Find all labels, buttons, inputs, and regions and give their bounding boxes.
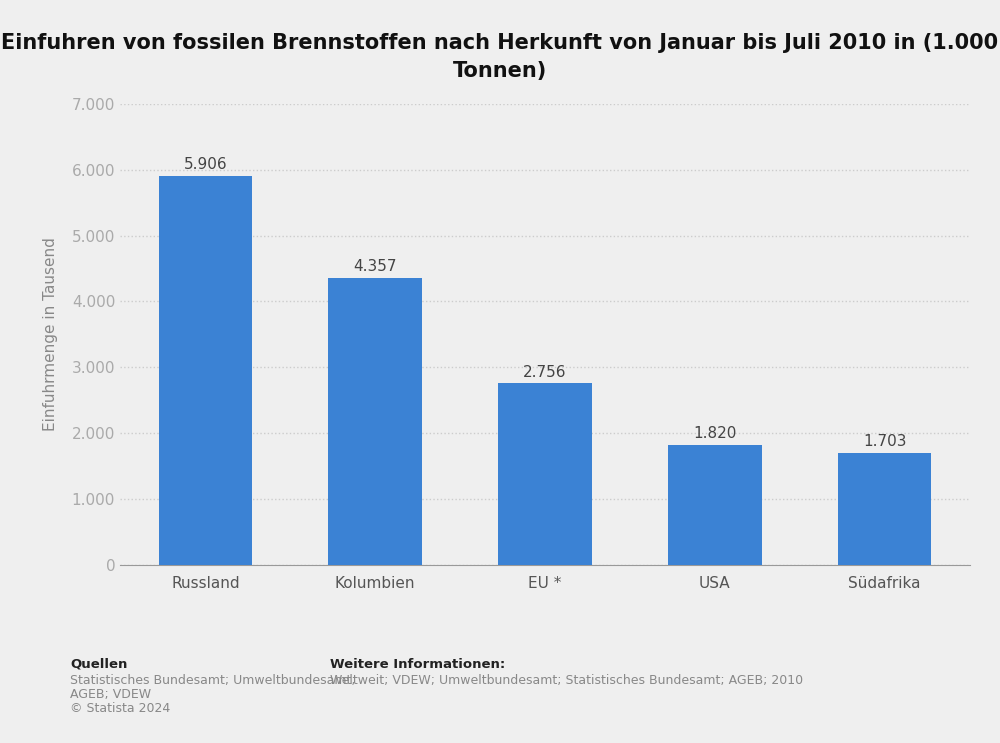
Text: AGEB; VDEW: AGEB; VDEW bbox=[70, 688, 151, 701]
Text: Statistisches Bundesamt; Umweltbundesamt;: Statistisches Bundesamt; Umweltbundesamt… bbox=[70, 674, 356, 687]
Text: © Statista 2024: © Statista 2024 bbox=[70, 702, 170, 715]
Text: 1.703: 1.703 bbox=[863, 434, 906, 449]
Text: Quellen: Quellen bbox=[70, 658, 127, 670]
Text: 5.906: 5.906 bbox=[184, 158, 227, 172]
Bar bbox=[668, 445, 762, 565]
Y-axis label: Einfuhrmenge in Tausend: Einfuhrmenge in Tausend bbox=[43, 238, 58, 431]
Text: Einfuhren von fossilen Brennstoffen nach Herkunft von Januar bis Juli 2010 in (1: Einfuhren von fossilen Brennstoffen nach… bbox=[1, 33, 999, 82]
Text: 2.756: 2.756 bbox=[523, 365, 567, 380]
Text: 4.357: 4.357 bbox=[353, 259, 397, 274]
Text: Weltweit; VDEW; Umweltbundesamt; Statistisches Bundesamt; AGEB; 2010: Weltweit; VDEW; Umweltbundesamt; Statist… bbox=[330, 674, 803, 687]
Bar bbox=[838, 452, 931, 565]
Bar bbox=[328, 278, 422, 565]
Text: 1.820: 1.820 bbox=[693, 426, 737, 441]
Bar bbox=[159, 176, 252, 565]
Text: Weitere Informationen:: Weitere Informationen: bbox=[330, 658, 505, 670]
Bar bbox=[498, 383, 592, 565]
